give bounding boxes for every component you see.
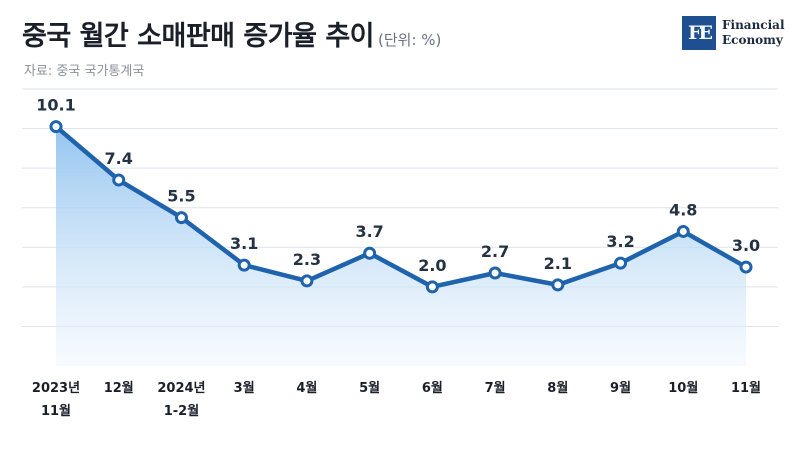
x-tick-label-6-0: 6월 bbox=[422, 380, 443, 396]
data-point-11 bbox=[741, 262, 751, 272]
x-tick-label-1-0: 12월 bbox=[104, 380, 134, 396]
x-tick-label-5-0: 5월 bbox=[359, 380, 380, 396]
data-label-11: 3.0 bbox=[732, 236, 760, 255]
x-tick-label-0-0: 2023년 bbox=[32, 381, 80, 396]
data-label-9: 3.2 bbox=[606, 232, 634, 251]
data-point-1 bbox=[114, 175, 124, 185]
x-tick-label-2-1: 1-2월 bbox=[164, 403, 199, 419]
data-point-6 bbox=[427, 282, 437, 292]
data-point-10 bbox=[678, 226, 688, 236]
data-point-4 bbox=[302, 276, 312, 286]
x-tick-label-2-0: 2024년 bbox=[157, 381, 205, 396]
x-tick-label-3-0: 3월 bbox=[234, 380, 255, 396]
area-fill bbox=[56, 127, 746, 366]
data-label-0: 10.1 bbox=[36, 96, 75, 115]
data-point-0 bbox=[51, 122, 61, 132]
x-axis-labels: 2023년 11월 12월 2024년 1-2월 3월 4월 5월 6월 7월 8월 9월 10월 11월 bbox=[32, 380, 761, 419]
data-point-9 bbox=[616, 258, 626, 268]
data-label-1: 7.4 bbox=[105, 149, 133, 168]
area-shape bbox=[56, 127, 746, 366]
x-tick-label-8-0: 8월 bbox=[547, 380, 568, 396]
x-tick-label-11-0: 11월 bbox=[731, 380, 761, 396]
x-tick-label-10-0: 10월 bbox=[668, 380, 698, 396]
data-label-4: 2.3 bbox=[293, 250, 321, 269]
data-point-2 bbox=[176, 213, 186, 223]
line-chart: 10.1 7.4 5.5 3.1 2.3 3.7 2.0 2.7 2.1 3.2 4.8 3.0 20… bbox=[0, 0, 800, 450]
data-label-8: 2.1 bbox=[544, 254, 572, 273]
data-point-8 bbox=[553, 280, 563, 290]
x-tick-label-4-0: 4월 bbox=[296, 380, 317, 396]
data-label-10: 4.8 bbox=[669, 200, 697, 219]
data-point-3 bbox=[239, 260, 249, 270]
data-label-6: 2.0 bbox=[418, 256, 446, 275]
x-tick-label-9-0: 9월 bbox=[610, 380, 631, 396]
data-label-7: 2.7 bbox=[481, 242, 509, 261]
x-tick-label-7-0: 7월 bbox=[485, 380, 506, 396]
x-tick-label-0-1: 11월 bbox=[41, 403, 71, 419]
data-point-7 bbox=[490, 268, 500, 278]
data-label-2: 5.5 bbox=[167, 187, 195, 206]
data-label-5: 3.7 bbox=[355, 222, 383, 241]
data-label-3: 3.1 bbox=[230, 234, 258, 253]
data-point-5 bbox=[365, 248, 375, 258]
